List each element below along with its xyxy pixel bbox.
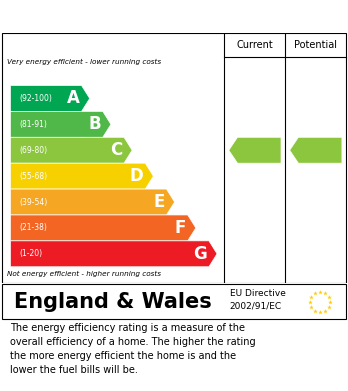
Text: Current: Current [237, 40, 273, 50]
Text: The energy efficiency rating is a measure of the
overall efficiency of a home. T: The energy efficiency rating is a measur… [10, 323, 256, 375]
Text: F: F [175, 219, 186, 237]
Text: Energy Efficiency Rating: Energy Efficiency Rating [10, 7, 239, 25]
Text: Very energy efficient - lower running costs: Very energy efficient - lower running co… [7, 59, 161, 65]
Polygon shape [10, 86, 90, 111]
Polygon shape [10, 137, 132, 163]
Text: E: E [153, 193, 165, 211]
Text: (1-20): (1-20) [19, 249, 42, 258]
Polygon shape [10, 189, 175, 215]
Polygon shape [229, 137, 281, 163]
Polygon shape [10, 111, 111, 137]
Text: D: D [130, 167, 143, 185]
Text: England & Wales: England & Wales [14, 292, 212, 312]
Text: A: A [67, 90, 80, 108]
Text: Potential: Potential [294, 40, 337, 50]
Text: 73: 73 [247, 141, 270, 159]
Text: G: G [193, 245, 207, 263]
Text: C: C [110, 141, 122, 159]
Text: B: B [88, 115, 101, 133]
Text: (21-38): (21-38) [19, 223, 47, 232]
Polygon shape [10, 215, 196, 241]
Text: (81-91): (81-91) [19, 120, 47, 129]
Text: (69-80): (69-80) [19, 146, 47, 155]
Text: (55-68): (55-68) [19, 172, 47, 181]
Text: 74: 74 [308, 141, 331, 159]
Polygon shape [10, 163, 153, 189]
Text: Not energy efficient - higher running costs: Not energy efficient - higher running co… [7, 271, 161, 277]
Text: (39-54): (39-54) [19, 197, 47, 206]
Text: (92-100): (92-100) [19, 94, 52, 103]
Text: EU Directive
2002/91/EC: EU Directive 2002/91/EC [230, 289, 286, 310]
Polygon shape [290, 137, 342, 163]
Polygon shape [10, 241, 217, 267]
